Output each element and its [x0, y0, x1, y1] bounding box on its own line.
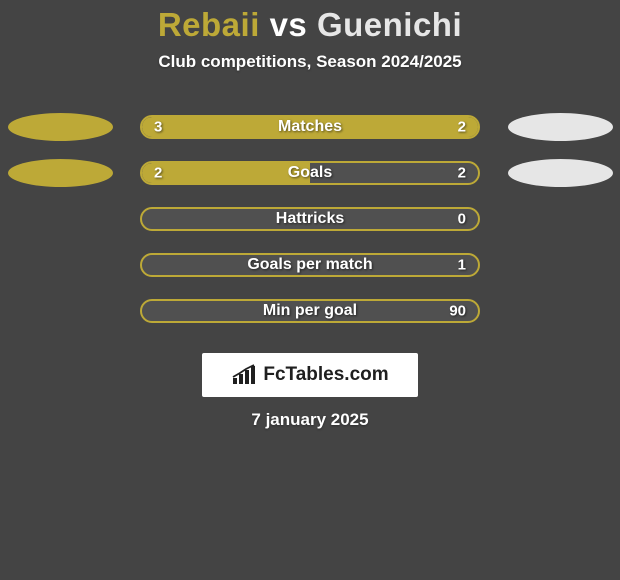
stat-bar: Hattricks 0 — [140, 207, 480, 231]
player1-name: Rebaii — [158, 6, 260, 43]
player2-value: 90 — [449, 303, 466, 320]
brand-badge: FcTables.com — [202, 353, 418, 397]
player1-fill — [142, 163, 310, 183]
stat-label: Hattricks — [276, 210, 344, 228]
stat-row: Goals 2 2 — [0, 161, 620, 185]
title-vs: vs — [270, 6, 308, 43]
stat-label: Goals — [288, 164, 332, 182]
subtitle: Club competitions, Season 2024/2025 — [0, 52, 620, 72]
stat-label: Matches — [278, 118, 342, 136]
footer-date: 7 january 2025 — [0, 410, 620, 430]
comparison-chart: Matches 3 2 Goals 2 2 Hattricks 0 Goals per matc… — [0, 115, 620, 347]
stat-bar: Goals 2 2 — [140, 161, 480, 185]
stat-bar: Goals per match 1 — [140, 253, 480, 277]
stat-row: Goals per match 1 — [0, 253, 620, 277]
player2-marker — [508, 159, 613, 187]
stat-row: Matches 3 2 — [0, 115, 620, 139]
player1-marker — [8, 113, 113, 141]
player2-value: 2 — [458, 119, 466, 136]
page-title: Rebaii vs Guenichi — [0, 0, 620, 44]
player2-value: 2 — [458, 165, 466, 182]
stat-bar: Matches 3 2 — [140, 115, 480, 139]
bar-chart-icon — [231, 364, 257, 386]
stat-row: Min per goal 90 — [0, 299, 620, 323]
stat-bar: Min per goal 90 — [140, 299, 480, 323]
player2-value: 1 — [458, 257, 466, 274]
player1-marker — [8, 159, 113, 187]
player2-value: 0 — [458, 211, 466, 228]
player1-value: 3 — [154, 119, 162, 136]
player2-marker — [508, 113, 613, 141]
brand-text: FcTables.com — [263, 364, 388, 386]
player1-value: 2 — [154, 165, 162, 182]
stat-row: Hattricks 0 — [0, 207, 620, 231]
stat-label: Min per goal — [263, 302, 357, 320]
stat-label: Goals per match — [247, 256, 372, 274]
stats-comparison-card: Rebaii vs Guenichi Club competitions, Se… — [0, 0, 620, 580]
player2-name: Guenichi — [317, 6, 462, 43]
